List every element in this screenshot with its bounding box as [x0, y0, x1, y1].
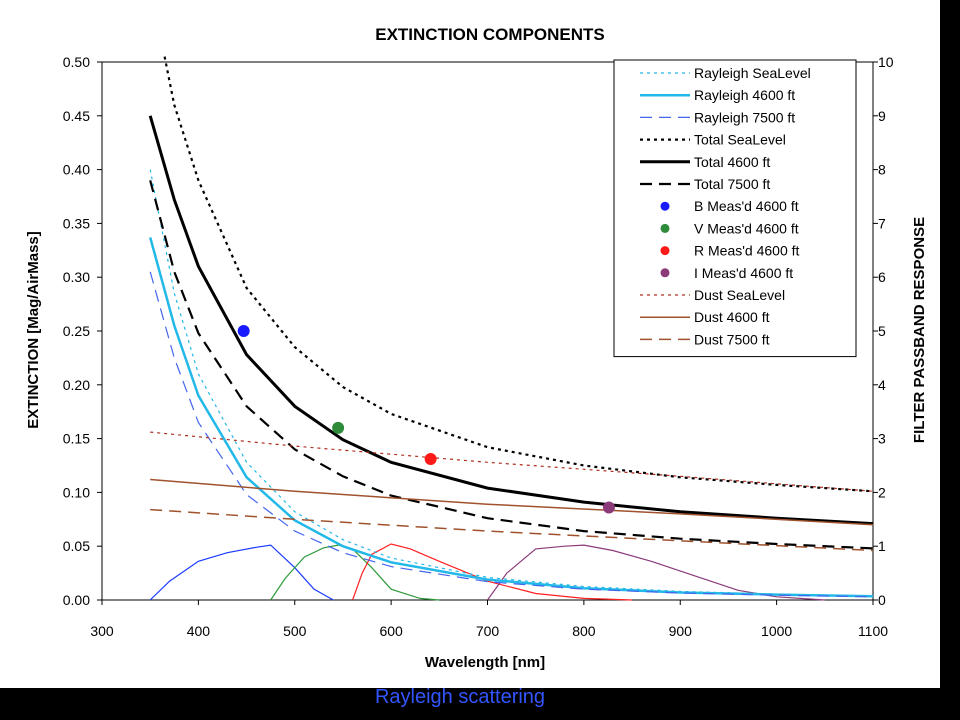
measured-point-2	[424, 453, 437, 466]
measured-point-1	[332, 421, 345, 434]
measured-point-3	[602, 501, 615, 514]
y2-axis-title: FILTER PASSBAND RESPONSE	[911, 217, 928, 443]
y-tick-label: 0.25	[63, 323, 90, 339]
passband-r-curve	[352, 543, 633, 601]
legend-marker	[660, 268, 670, 278]
series-dust-sealevel-line	[150, 431, 874, 492]
legend: Rayleigh SeaLevel Rayleigh 4600 ft Rayleig…	[613, 59, 857, 358]
legend-label: Dust 4600 ft	[694, 309, 770, 325]
y2-tick-label: 7	[878, 215, 886, 231]
x-axis-title: Wavelength [nm]	[425, 654, 545, 671]
chart-title: EXTINCTION COMPONENTS	[375, 25, 605, 44]
passband-b-curve	[149, 544, 334, 601]
series-total-4600-ft-line	[148, 115, 874, 526]
y2-tick-label: 0	[878, 592, 886, 608]
y2-tick-label: 5	[878, 323, 886, 339]
series-total-7500-ft-line	[149, 180, 874, 550]
legend-marker	[660, 246, 670, 256]
caption: Rayleigh scattering	[374, 686, 546, 708]
legend-label: Dust SeaLevel	[694, 287, 785, 303]
legend-label: Rayleigh SeaLevel	[694, 65, 811, 81]
y-tick-label: 0.00	[63, 592, 90, 608]
legend-label: Rayleigh 7500 ft	[694, 109, 795, 125]
legend-label: Total 7500 ft	[694, 176, 770, 192]
y2-tick-label: 8	[878, 162, 886, 178]
chart-panel: EXTINCTION COMPONENTS Wavelength [nm] EX…	[0, 0, 940, 688]
series-rayleigh-7500-ft-line	[149, 271, 874, 598]
y-tick-label: 0.40	[63, 162, 90, 178]
x-tick-label: 600	[379, 623, 403, 639]
series-rayleigh-4600-ft-line	[148, 237, 874, 598]
legend-label: R Meas'd 4600 ft	[694, 243, 800, 259]
y2-tick-label: 9	[878, 108, 886, 124]
y-tick-label: 0.50	[63, 54, 90, 70]
x-tick-label: 1100	[858, 623, 888, 639]
series-dust-7500-ft-line	[150, 508, 874, 552]
y-tick-label: 0.35	[63, 215, 90, 231]
x-tick-label: 800	[572, 623, 596, 639]
y2-tick-label: 6	[878, 269, 886, 285]
legend-label: I Meas'd 4600 ft	[694, 265, 793, 281]
y2-tick-label: 2	[878, 484, 886, 500]
y-axis-title: EXTINCTION [Mag/AirMass]	[25, 231, 42, 429]
y2-tick-label: 4	[878, 377, 886, 393]
y2-tick-label: 3	[878, 431, 886, 447]
extinction-chart: EXTINCTION COMPONENTS Wavelength [nm] EX…	[25, 25, 928, 671]
legend-label: Total 4600 ft	[694, 154, 770, 170]
y-tick-label: 0.20	[63, 377, 90, 393]
y-tick-label: 0.30	[63, 269, 90, 285]
legend-label: Total SeaLevel	[694, 132, 786, 148]
y-tick-label: 0.05	[63, 538, 90, 554]
series-dust-4600-ft-line	[150, 478, 874, 526]
y-tick-label: 0.15	[63, 431, 90, 447]
y2-tick-label: 10	[878, 54, 894, 70]
legend-marker	[660, 201, 670, 211]
series-rayleigh-sealevel-line	[149, 169, 874, 597]
legend-label: V Meas'd 4600 ft	[694, 220, 799, 236]
x-tick-label: 700	[476, 623, 500, 639]
passband-i-curve	[487, 544, 825, 601]
x-tick-label: 1000	[761, 623, 792, 639]
measured-point-0	[237, 325, 250, 337]
legend-box	[613, 59, 857, 358]
x-tick-label: 300	[90, 623, 114, 639]
legend-label: Rayleigh 4600 ft	[694, 87, 795, 103]
x-tick-label: 500	[283, 623, 307, 639]
x-tick-label: 400	[187, 623, 211, 639]
plot-layer: 300 400 500 600 700 800 900 1000 11000.000.050.1…	[63, 54, 894, 639]
legend-marker	[660, 223, 670, 233]
legend-label: Dust 7500 ft	[694, 331, 770, 347]
x-tick-label: 900	[669, 623, 693, 639]
y-tick-label: 0.45	[63, 108, 90, 124]
y-tick-label: 0.10	[63, 484, 90, 500]
legend-label: B Meas'd 4600 ft	[694, 198, 799, 214]
y2-tick-label: 1	[878, 538, 886, 554]
